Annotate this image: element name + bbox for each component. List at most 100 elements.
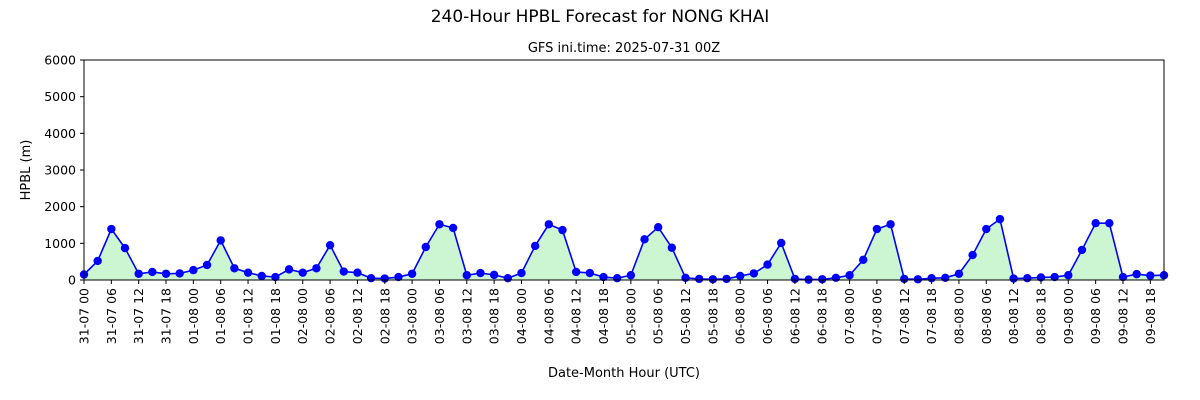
data-point [1064, 271, 1073, 280]
data-point [366, 273, 376, 283]
data-point [1091, 218, 1100, 228]
data-point [448, 223, 458, 233]
data-point [1009, 274, 1018, 283]
x-axis-label: Date-Month Hour (UTC) [548, 366, 700, 381]
data-point [968, 250, 977, 260]
data-point [544, 220, 554, 229]
x-tick-label: 02-08 06 [323, 288, 338, 344]
data-point [667, 243, 677, 252]
x-tick-label: 07-08 06 [869, 288, 884, 344]
data-point [763, 260, 772, 269]
x-tick-label: 04-08 12 [569, 288, 584, 344]
data-point [107, 224, 116, 234]
data-point [749, 269, 759, 278]
data-point [954, 269, 964, 278]
x-tick-label: 08-08 06 [979, 288, 994, 344]
data-point [189, 265, 198, 275]
x-tick-label: 07-08 12 [897, 288, 912, 344]
data-point [859, 255, 868, 265]
x-tick-label: 05-08 12 [678, 288, 693, 344]
data-point [134, 269, 143, 278]
data-point [653, 223, 663, 232]
data-point [148, 267, 157, 277]
data-point [407, 269, 417, 278]
x-tick-label: 09-08 12 [1115, 288, 1130, 344]
x-tick-label: 06-08 12 [787, 288, 802, 344]
x-tick-label: 09-08 00 [1061, 288, 1076, 344]
data-point [872, 224, 882, 234]
x-tick-label: 08-08 18 [1033, 288, 1048, 344]
x-tick-label: 08-08 00 [951, 288, 966, 344]
data-point [435, 220, 444, 229]
data-point [845, 271, 854, 280]
data-point [312, 264, 321, 273]
x-tick-label: 01-08 18 [268, 288, 283, 344]
y-tick-label: 5000 [44, 89, 76, 104]
data-point [599, 272, 608, 282]
x-tick-label: 05-08 00 [623, 288, 638, 344]
data-point [612, 273, 622, 283]
data-point [353, 268, 362, 277]
x-tick-label: 02-08 18 [377, 288, 392, 344]
data-point [941, 273, 950, 282]
data-point [489, 270, 499, 280]
data-point [640, 235, 649, 244]
x-tick-label: 07-08 00 [842, 288, 857, 344]
x-tick-label: 03-08 00 [405, 288, 420, 344]
data-point [886, 220, 895, 229]
x-tick-label: 06-08 18 [815, 288, 830, 344]
data-point [558, 225, 567, 235]
x-tick-label: 04-08 18 [596, 288, 611, 344]
data-point [1132, 269, 1141, 279]
data-point [298, 268, 307, 277]
data-point [476, 268, 485, 278]
data-point [995, 214, 1005, 224]
data-point [216, 236, 225, 245]
data-point [1077, 245, 1087, 255]
y-tick-label: 6000 [44, 53, 76, 68]
data-point [1105, 218, 1114, 228]
data-point [503, 273, 512, 283]
x-tick-label: 06-08 00 [733, 288, 748, 344]
x-tick-label: 09-08 06 [1088, 288, 1103, 344]
data-point [571, 267, 581, 277]
data-point [175, 269, 184, 278]
data-point [230, 264, 239, 273]
data-point [722, 274, 731, 284]
data-point [831, 273, 841, 282]
x-tick-label: 02-08 00 [295, 288, 310, 344]
hpbl-area-fill [84, 219, 1164, 280]
data-point [777, 238, 786, 248]
data-point [394, 272, 403, 282]
data-point [339, 267, 348, 276]
data-point [982, 224, 991, 234]
x-tick-label: 31-07 18 [159, 288, 174, 344]
plot-area: 0 1000 2000 3000 4000 5000 6000 31-07 00 31-07 0… [44, 53, 1169, 344]
y-tick-label: 1000 [44, 236, 76, 251]
x-tick-label: 01-08 06 [213, 288, 228, 344]
x-tick-label: 03-08 06 [432, 288, 447, 344]
data-point [913, 275, 923, 284]
chart-subtitle: GFS ini.time: 2025-07-31 00Z [528, 41, 720, 56]
data-point [708, 275, 718, 284]
data-point [694, 274, 704, 284]
x-tick-label: 02-08 12 [350, 288, 365, 344]
x-tick-label: 03-08 18 [487, 288, 502, 344]
y-tick-label: 0 [68, 273, 76, 288]
x-tick-label: 31-07 00 [77, 288, 92, 344]
data-point [257, 271, 266, 281]
data-point [284, 265, 294, 274]
data-point [1023, 273, 1032, 283]
x-tick-label: 04-08 00 [514, 288, 529, 344]
data-point [790, 274, 800, 284]
data-point [161, 269, 171, 278]
data-point [325, 240, 335, 250]
data-point [421, 242, 430, 252]
data-point [585, 268, 595, 278]
x-tick-label: 04-08 06 [541, 288, 556, 344]
data-point [1118, 272, 1128, 282]
data-point [93, 256, 102, 266]
x-tick-label: 05-08 18 [705, 288, 720, 344]
data-point [736, 271, 745, 281]
data-point [271, 272, 280, 282]
